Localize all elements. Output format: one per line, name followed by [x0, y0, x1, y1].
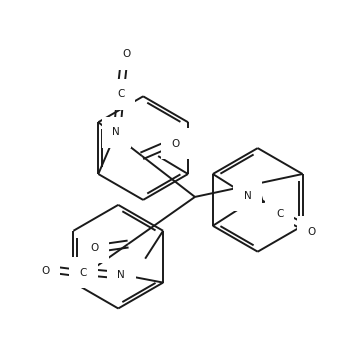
Text: O: O [41, 266, 50, 276]
Text: N: N [117, 270, 125, 280]
Text: C: C [80, 267, 87, 278]
Text: N: N [244, 191, 252, 201]
Text: O: O [90, 243, 98, 253]
Text: C: C [118, 89, 125, 99]
Text: O: O [172, 139, 180, 149]
Text: O: O [264, 213, 272, 223]
Text: C: C [276, 209, 283, 219]
Text: N: N [113, 127, 120, 137]
Text: O: O [307, 227, 315, 237]
Text: O: O [122, 49, 130, 59]
